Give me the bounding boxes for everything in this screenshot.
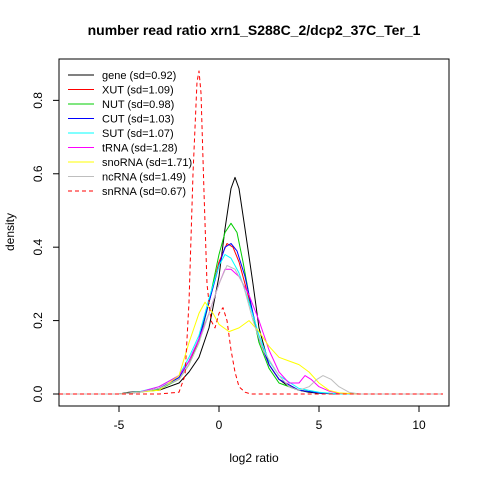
series-layer — [59, 70, 443, 395]
y-axis: 0.0 0.2 0.4 0.6 0.8 — [31, 92, 59, 402]
y-tick-label: 0.2 — [31, 312, 45, 329]
x-tick-label: 5 — [316, 418, 323, 432]
y-tick-label: 0.8 — [31, 92, 45, 109]
y-tick-label: 0.0 — [31, 385, 45, 402]
x-axis: -5 0 5 10 — [114, 406, 426, 432]
legend-entry: XUT (sd=1.09) — [102, 85, 174, 97]
plot-frame — [58, 58, 450, 407]
legend-entry: SUT (sd=1.07) — [102, 128, 174, 140]
legend-entry: CUT (sd=1.03) — [102, 114, 174, 126]
legend-entry: NUT (sd=0.98) — [102, 99, 174, 111]
series-line-ncrna — [59, 265, 443, 395]
legend-entry: gene (sd=0.92) — [102, 70, 176, 82]
x-tick-label: -5 — [114, 418, 125, 432]
chart-title: number read ratio xrn1_S288C_2/dcp2_37C_… — [88, 22, 421, 38]
x-axis-label: log2 ratio — [229, 451, 279, 465]
legend-entry: snRNA (sd=0.67) — [102, 186, 186, 198]
legend-entry: ncRNA (sd=1.49) — [102, 172, 186, 184]
y-axis-label: density — [3, 213, 17, 251]
legend: gene (sd=0.92) XUT (sd=1.09) NUT (sd=0.98)… — [68, 70, 192, 198]
legend-entry: snoRNA (sd=1.71) — [102, 157, 192, 169]
x-tick-label: 10 — [412, 418, 426, 432]
legend-entry: tRNA (sd=1.28) — [102, 143, 178, 155]
series-line-snorna — [59, 301, 443, 395]
x-tick-label: 0 — [216, 418, 223, 432]
series-line-snrna — [59, 70, 443, 395]
y-tick-label: 0.6 — [31, 165, 45, 182]
y-tick-label: 0.4 — [31, 239, 45, 256]
